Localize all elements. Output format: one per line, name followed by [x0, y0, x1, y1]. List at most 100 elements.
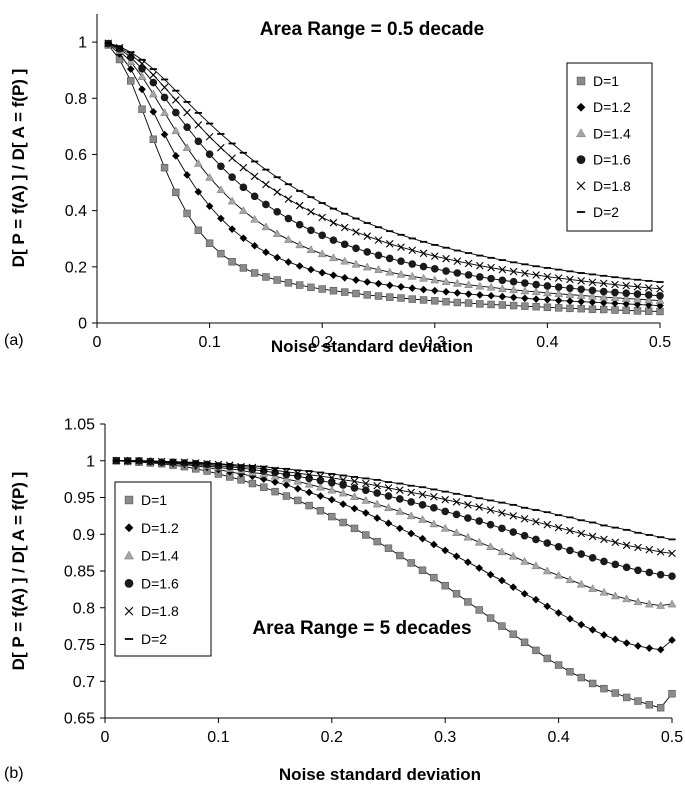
data-point	[487, 274, 495, 283]
data-point	[441, 546, 449, 555]
data-point	[160, 83, 169, 92]
legend-marker	[124, 495, 134, 505]
data-point	[656, 548, 665, 556]
data-point	[305, 501, 313, 510]
data-point	[611, 306, 619, 314]
data-point	[352, 289, 360, 298]
data-point	[634, 566, 642, 575]
data-point	[599, 279, 608, 288]
data-point	[250, 172, 259, 181]
data-point	[599, 287, 608, 296]
data-point	[341, 288, 349, 296]
legend-marker	[576, 181, 586, 191]
data-point	[408, 295, 416, 303]
data-point	[532, 303, 540, 311]
data-point	[239, 234, 248, 242]
data-point	[588, 532, 597, 541]
data-point	[532, 280, 540, 289]
y-tick-label: 0.6	[65, 147, 87, 164]
data-point	[520, 286, 530, 295]
data-point	[543, 303, 552, 311]
data-point	[656, 601, 666, 609]
legend-box	[566, 62, 653, 232]
data-point	[352, 276, 360, 284]
data-point	[350, 484, 359, 492]
data-point	[329, 253, 338, 262]
legend: D=1 D=1.2 D=1.4 D=1.6 D=1.8 D=2	[566, 62, 653, 232]
y-tick-label: 0.4	[65, 203, 87, 220]
data-point	[656, 284, 664, 293]
data-point	[307, 226, 315, 235]
data-point	[339, 500, 347, 508]
data-point	[464, 271, 473, 279]
data-point	[599, 298, 608, 307]
data-point	[520, 638, 529, 646]
data-point	[464, 280, 474, 289]
data-point	[362, 531, 370, 539]
data-point	[271, 478, 279, 486]
data-point	[282, 470, 291, 479]
data-point	[374, 236, 383, 244]
data-point	[431, 286, 439, 295]
data-point	[318, 268, 326, 277]
data-point	[486, 542, 495, 550]
data-point	[599, 305, 608, 314]
data-point	[430, 503, 438, 512]
data-point	[532, 517, 540, 526]
data-point	[374, 251, 383, 260]
data-point	[453, 269, 462, 277]
data-point	[262, 180, 270, 189]
data-point	[295, 240, 305, 249]
data-point	[205, 150, 214, 158]
data-point	[633, 282, 642, 291]
data-point	[172, 96, 180, 104]
data-point	[452, 498, 461, 506]
data-point	[520, 556, 530, 565]
legend-label: D=1.8	[141, 603, 179, 619]
data-point	[521, 269, 529, 278]
data-point	[487, 263, 495, 272]
data-point	[183, 209, 191, 218]
data-point	[339, 518, 347, 527]
data-point	[464, 299, 473, 307]
data-point	[554, 523, 563, 532]
data-point	[475, 564, 484, 572]
x-tick-label: 0	[93, 334, 102, 351]
data-point	[172, 188, 180, 197]
data-point	[396, 524, 404, 533]
data-point	[464, 558, 472, 566]
data-point	[261, 222, 271, 231]
data-point	[160, 163, 169, 172]
data-point	[149, 78, 158, 87]
data-point	[284, 214, 293, 223]
data-point	[622, 594, 632, 603]
data-point	[452, 278, 462, 287]
data-point	[138, 105, 146, 113]
data-point	[183, 108, 191, 117]
data-point	[194, 121, 203, 129]
data-point	[486, 520, 495, 529]
legend-label: D=1.2	[593, 99, 631, 115]
data-point	[554, 609, 563, 617]
data-point	[316, 482, 325, 491]
data-point	[295, 201, 304, 210]
data-point	[588, 679, 597, 688]
data-point	[644, 301, 653, 309]
data-point	[407, 529, 415, 538]
data-point	[554, 274, 563, 282]
data-point	[304, 479, 314, 488]
data-point	[273, 207, 281, 216]
data-point	[419, 262, 428, 271]
data-point	[307, 265, 315, 274]
data-point	[419, 273, 428, 282]
y-tick-label: 0	[78, 316, 87, 333]
data-point	[293, 476, 303, 485]
data-point	[316, 472, 325, 480]
data-point	[566, 297, 574, 305]
data-point	[248, 479, 257, 488]
legend-label: D=1	[141, 492, 167, 508]
data-point	[408, 260, 417, 268]
data-point	[588, 291, 597, 300]
data-point	[656, 570, 665, 579]
data-point	[566, 275, 574, 284]
